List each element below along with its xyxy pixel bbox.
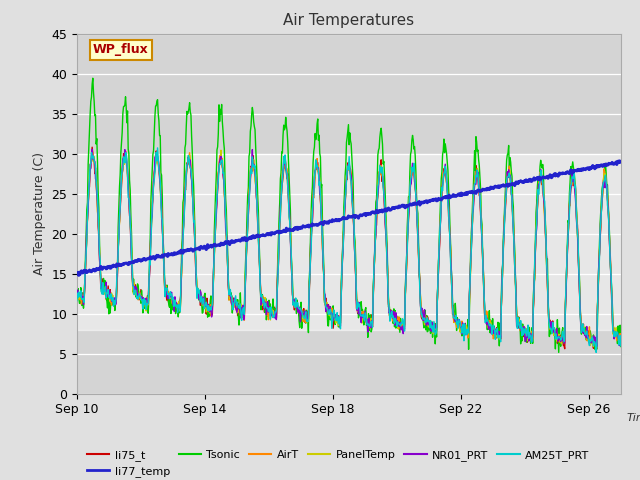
Legend: li75_t, li77_temp, Tsonic, AirT, PanelTemp, NR01_PRT, AM25T_PRT: li75_t, li77_temp, Tsonic, AirT, PanelTe…	[83, 445, 594, 480]
Title: Air Temperatures: Air Temperatures	[284, 13, 414, 28]
Y-axis label: Air Temperature (C): Air Temperature (C)	[33, 152, 45, 275]
Bar	[77, 154, 621, 330]
Text: Time: Time	[626, 413, 640, 423]
Text: WP_flux: WP_flux	[93, 43, 149, 56]
